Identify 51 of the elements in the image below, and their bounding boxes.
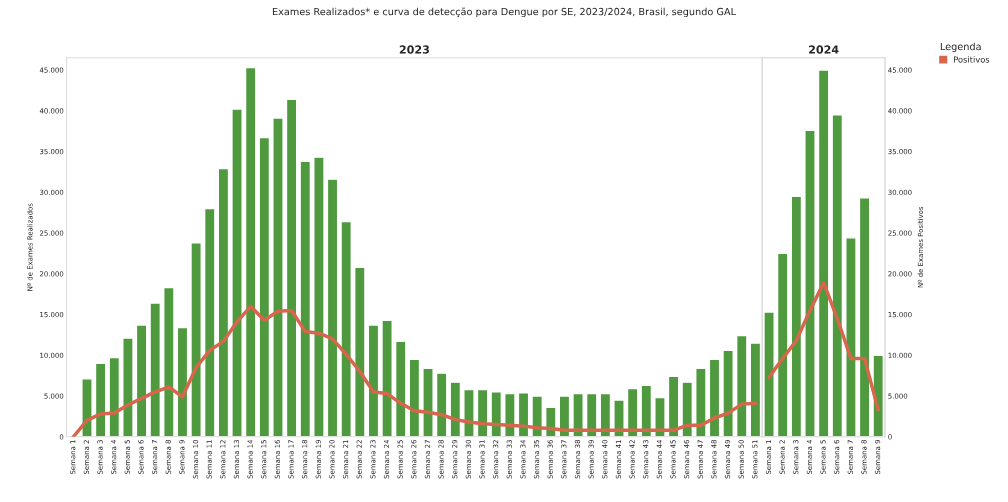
bar [776, 252, 789, 437]
line-series [767, 280, 880, 412]
bar [504, 392, 516, 437]
bar [804, 129, 816, 437]
legend-title: Legenda [940, 42, 981, 53]
chart-title: Exames Realizados* e curva de detecção para Dengue por SE, 2023/2024, Brasil, segundo GAL [272, 7, 736, 18]
chart-subtitle: 2023 [399, 45, 429, 54]
bar [326, 178, 339, 437]
bar [244, 66, 257, 437]
bar [190, 242, 202, 437]
bar [299, 160, 312, 437]
bar [681, 381, 694, 437]
bar [122, 337, 134, 437]
bar [340, 220, 352, 437]
legend-label: Positivos [954, 56, 990, 63]
bar [831, 114, 844, 437]
bar [872, 354, 885, 437]
bar [722, 349, 734, 437]
bar [817, 69, 830, 437]
bar [163, 286, 175, 437]
bar [108, 356, 121, 437]
line-series [71, 304, 758, 437]
bar [463, 388, 475, 437]
bar [272, 117, 284, 437]
bar [735, 334, 748, 437]
bar [790, 195, 803, 437]
bar [531, 395, 543, 437]
bar [149, 302, 162, 437]
bar [572, 392, 584, 437]
bar [845, 237, 857, 437]
bar [258, 136, 271, 437]
bar [217, 167, 230, 437]
bar [381, 319, 393, 437]
bar [585, 392, 598, 437]
bar [422, 367, 434, 437]
bar [858, 197, 871, 437]
bar [231, 108, 243, 437]
bar [285, 98, 298, 437]
bar [203, 207, 216, 437]
bar [763, 311, 775, 437]
bar [695, 367, 707, 437]
bar [367, 324, 380, 437]
bar [654, 396, 666, 437]
bar [640, 384, 653, 437]
bar [354, 266, 366, 437]
chart-subtitle: 2024 [809, 45, 839, 54]
bar [394, 340, 407, 437]
bar [135, 324, 148, 437]
bar [81, 378, 93, 437]
bar [313, 156, 325, 437]
bar [490, 391, 503, 437]
